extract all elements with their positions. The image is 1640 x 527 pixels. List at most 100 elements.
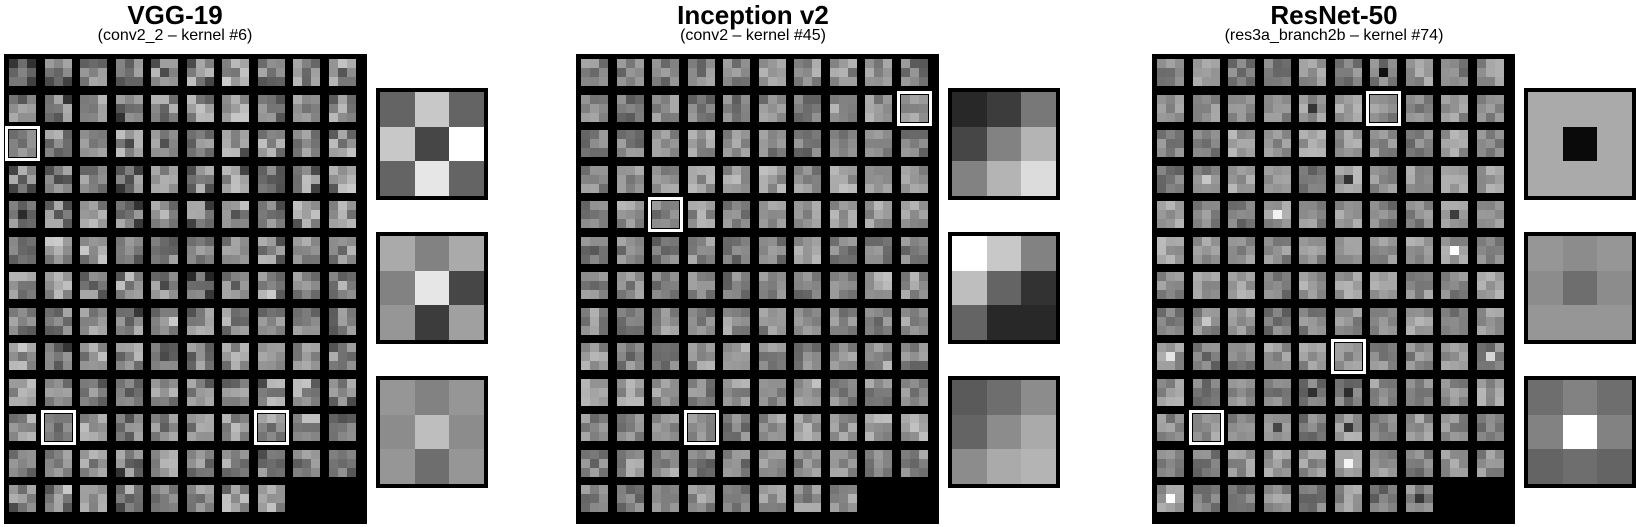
kernel	[758, 343, 786, 370]
kernel-cell	[634, 361, 644, 370]
kernel-cell	[758, 254, 768, 264]
zoomed-kernel-cell	[986, 92, 1022, 127]
kernel-cell	[195, 290, 205, 299]
kernel-cell	[847, 272, 857, 281]
kernel-cell	[625, 174, 635, 184]
kernel-cell	[1308, 485, 1317, 494]
kernel	[794, 236, 821, 264]
highlighted-kernel	[896, 90, 932, 126]
kernel-cell	[115, 352, 125, 361]
kernel-cell	[62, 94, 72, 104]
kernel-cell	[1388, 281, 1397, 290]
kernel-cell	[625, 414, 635, 423]
kernel-cell	[1166, 432, 1175, 441]
kernel-cell	[124, 245, 134, 255]
kernel-cell	[44, 210, 54, 219]
kernel-cell	[625, 94, 635, 104]
kernel-cell	[133, 432, 143, 441]
kernel-cell	[812, 307, 821, 317]
kernel-cell	[1157, 449, 1166, 459]
kernel-cell	[1299, 494, 1308, 503]
kernel-cell	[257, 139, 267, 148]
kernel-cell	[581, 396, 590, 406]
kernel-cell	[204, 130, 214, 139]
kernel-cell	[133, 77, 143, 86]
kernel-cell	[266, 485, 276, 494]
kernel-cell	[1379, 387, 1388, 397]
kernel-cell	[1166, 219, 1175, 228]
kernel	[1157, 449, 1184, 477]
kernel-cell	[741, 112, 750, 122]
kernel-cell	[1317, 432, 1326, 441]
kernel-cell	[1299, 485, 1308, 494]
kernel-cell	[838, 414, 848, 423]
kernel	[1334, 485, 1362, 512]
kernel-cell	[1494, 254, 1504, 264]
kernel-cell	[1414, 307, 1424, 317]
kernel-cell	[257, 396, 267, 406]
kernel-cell	[625, 361, 635, 370]
kernel	[794, 485, 821, 512]
kernel-cell	[670, 432, 679, 441]
kernel-cell	[1494, 130, 1504, 139]
kernel-cell	[337, 77, 347, 86]
kernel-cell	[1405, 494, 1415, 503]
kernel-cell	[838, 396, 848, 406]
kernel-cell	[1201, 236, 1211, 246]
kernel-cell	[1175, 112, 1184, 122]
kernel-cell	[1246, 387, 1255, 397]
kernel-cell	[705, 316, 715, 326]
kernel-cell	[62, 236, 72, 246]
kernel-cell	[829, 467, 839, 477]
kernel	[652, 236, 679, 264]
kernel-cell	[195, 236, 205, 246]
kernel-cell	[98, 423, 107, 432]
kernel-cell	[1228, 503, 1237, 512]
kernel-cell	[53, 449, 63, 459]
kernel-cell	[625, 272, 635, 281]
kernel-cell	[1450, 59, 1459, 68]
kernel-cell	[1246, 112, 1255, 122]
kernel-cell	[346, 112, 356, 122]
kernel-cell	[18, 378, 27, 388]
kernel-cell	[1246, 325, 1255, 335]
kernel	[115, 130, 143, 157]
kernel-cell	[652, 139, 661, 148]
kernel-cell	[909, 281, 919, 290]
kernel-cell	[812, 174, 821, 184]
kernel-cell	[18, 103, 27, 113]
kernel-cell	[1166, 396, 1175, 406]
kernel-cell	[1210, 352, 1220, 361]
kernel-cell	[1281, 494, 1291, 503]
kernel-cell	[900, 281, 910, 290]
kernel-cell	[275, 467, 285, 477]
kernel-cell	[687, 325, 697, 335]
kernel-cell	[1246, 94, 1255, 104]
kernel-cell	[1317, 59, 1326, 68]
kernel-cell	[115, 503, 125, 512]
kernel-cell	[794, 387, 803, 397]
kernel-cell	[257, 352, 267, 361]
kernel-cell	[1494, 68, 1504, 77]
kernel-cell	[652, 210, 661, 219]
kernel-cell	[696, 236, 706, 246]
kernel	[1476, 165, 1504, 193]
kernel-cell	[266, 236, 276, 246]
kernel-cell	[767, 165, 777, 175]
kernel-cell	[723, 316, 732, 326]
kernel-cell	[124, 325, 134, 335]
kernel-cell	[732, 94, 741, 104]
kernel-cell	[266, 139, 276, 148]
kernel-cell	[1201, 130, 1211, 139]
zoomed-kernel-cell	[1021, 236, 1056, 271]
kernel-cell	[89, 503, 98, 512]
kernel	[616, 485, 644, 512]
kernel-cell	[311, 387, 320, 397]
kernel-cell	[204, 112, 214, 122]
kernel-cell	[883, 316, 892, 326]
kernel-cell	[53, 307, 63, 317]
kernel-cell	[1334, 485, 1344, 494]
kernel	[758, 307, 786, 335]
kernel-cell	[1272, 290, 1282, 299]
kernel-cell	[328, 112, 338, 122]
